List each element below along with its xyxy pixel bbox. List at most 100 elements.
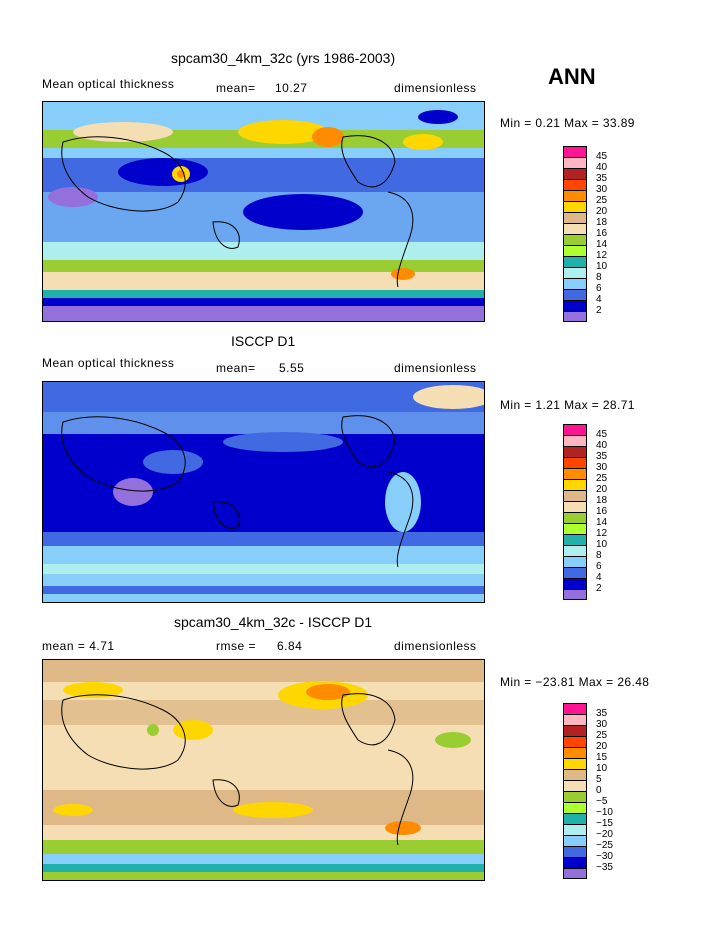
colorbar-swatch	[563, 212, 587, 223]
colorbar-swatch	[563, 714, 587, 725]
colorbar-label: −5	[596, 796, 608, 807]
colorbar-label: 6	[596, 283, 602, 294]
colorbar-swatch	[563, 190, 587, 201]
colorbar-label: 2	[596, 583, 602, 594]
colorbar-label: 15	[596, 752, 608, 763]
panel-3-minmax: Min = −23.81 Max = 26.48	[500, 675, 650, 689]
colorbar-label: 16	[596, 506, 608, 517]
colorbar-swatch	[563, 769, 587, 780]
panel-2-units: dimensionless	[394, 361, 477, 375]
panel-2-mean-label: mean=	[216, 361, 256, 375]
panel-2-map	[42, 381, 485, 603]
colorbar-swatch	[563, 168, 587, 179]
colorbar-swatch	[563, 435, 587, 446]
colorbar-label: 35	[596, 451, 608, 462]
colorbar-label: 4	[596, 294, 602, 305]
colorbar-label: −10	[596, 807, 613, 818]
panel-1-mean-value: 10.27	[275, 81, 308, 95]
panel-3-colorbar	[563, 703, 587, 879]
colorbar-swatch	[563, 857, 587, 868]
colorbar-label: 18	[596, 495, 608, 506]
colorbar-swatch	[563, 223, 587, 234]
colorbar-label: 4	[596, 572, 602, 583]
colorbar-label: 25	[596, 195, 608, 206]
colorbar-swatch	[563, 201, 587, 212]
colorbar-swatch	[563, 703, 587, 714]
colorbar-swatch	[563, 824, 587, 835]
colorbar-swatch	[563, 545, 587, 556]
colorbar-label: 14	[596, 517, 608, 528]
colorbar-label: 45	[596, 429, 608, 440]
colorbar-swatch	[563, 289, 587, 300]
colorbar-swatch	[563, 179, 587, 190]
colorbar-swatch	[563, 747, 587, 758]
panel-3-rmse-value: 6.84	[277, 639, 303, 653]
colorbar-label: 30	[596, 462, 608, 473]
panel-2-colorbar	[563, 424, 587, 600]
colorbar-label: 8	[596, 272, 602, 283]
colorbar-label: 40	[596, 162, 608, 173]
colorbar-swatch	[563, 157, 587, 168]
panel-1-mean-label: mean=	[216, 81, 256, 95]
colorbar-label: −25	[596, 840, 613, 851]
colorbar-label: 30	[596, 719, 608, 730]
colorbar-label: 10	[596, 539, 608, 550]
colorbar-swatch	[563, 534, 587, 545]
panel-2-mean-value: 5.55	[279, 361, 305, 375]
panel-1-units: dimensionless	[394, 81, 477, 95]
colorbar-swatch	[563, 256, 587, 267]
panel-3-map	[42, 659, 485, 881]
season-label: ANN	[548, 64, 596, 89]
colorbar-swatch	[563, 457, 587, 468]
colorbar-swatch	[563, 523, 587, 534]
colorbar-swatch	[563, 512, 587, 523]
panel-1-colorbar	[563, 146, 587, 322]
colorbar-label: 25	[596, 473, 608, 484]
colorbar-label: 25	[596, 730, 608, 741]
colorbar-swatch	[563, 846, 587, 857]
panel-3-units: dimensionless	[394, 639, 477, 653]
colorbar-label: 18	[596, 217, 608, 228]
colorbar-label: 40	[596, 440, 608, 451]
colorbar-swatch	[563, 446, 587, 457]
panel-2-title: ISCCP D1	[231, 333, 296, 349]
colorbar-swatch	[563, 311, 587, 322]
colorbar-label: 6	[596, 561, 602, 572]
colorbar-swatch	[563, 578, 587, 589]
colorbar-swatch	[563, 589, 587, 600]
colorbar-label: 45	[596, 151, 608, 162]
colorbar-swatch	[563, 245, 587, 256]
colorbar-swatch	[563, 791, 587, 802]
colorbar-swatch	[563, 567, 587, 578]
colorbar-label: 10	[596, 763, 608, 774]
colorbar-label: 35	[596, 708, 608, 719]
colorbar-label: 0	[596, 785, 602, 796]
colorbar-swatch	[563, 868, 587, 879]
colorbar-swatch	[563, 725, 587, 736]
colorbar-label: 10	[596, 261, 608, 272]
colorbar-swatch	[563, 780, 587, 791]
panel-3-title: spcam30_4km_32c - ISCCP D1	[174, 614, 373, 630]
colorbar-label: 12	[596, 528, 608, 539]
colorbar-label: 20	[596, 206, 608, 217]
panel-1-map	[42, 101, 485, 322]
colorbar-label: 20	[596, 484, 608, 495]
colorbar-swatch	[563, 556, 587, 567]
colorbar-swatch	[563, 813, 587, 824]
colorbar-label: 20	[596, 741, 608, 752]
colorbar-label: 5	[596, 774, 602, 785]
colorbar-swatch	[563, 758, 587, 769]
colorbar-swatch	[563, 424, 587, 435]
panel-1-variable-label: Mean optical thickness	[42, 77, 175, 91]
colorbar-swatch	[563, 234, 587, 245]
panel-2-minmax: Min = 1.21 Max = 28.71	[500, 398, 635, 412]
panel-3-rmse-label: rmse =	[216, 639, 257, 653]
colorbar-label: 16	[596, 228, 608, 239]
colorbar-swatch	[563, 835, 587, 846]
colorbar-swatch	[563, 479, 587, 490]
colorbar-label: −35	[596, 862, 613, 873]
colorbar-swatch	[563, 736, 587, 747]
panel-3-mean: mean = 4.71	[42, 639, 115, 653]
panel-2-variable-label: Mean optical thickness	[42, 356, 175, 370]
colorbar-label: −15	[596, 818, 613, 829]
